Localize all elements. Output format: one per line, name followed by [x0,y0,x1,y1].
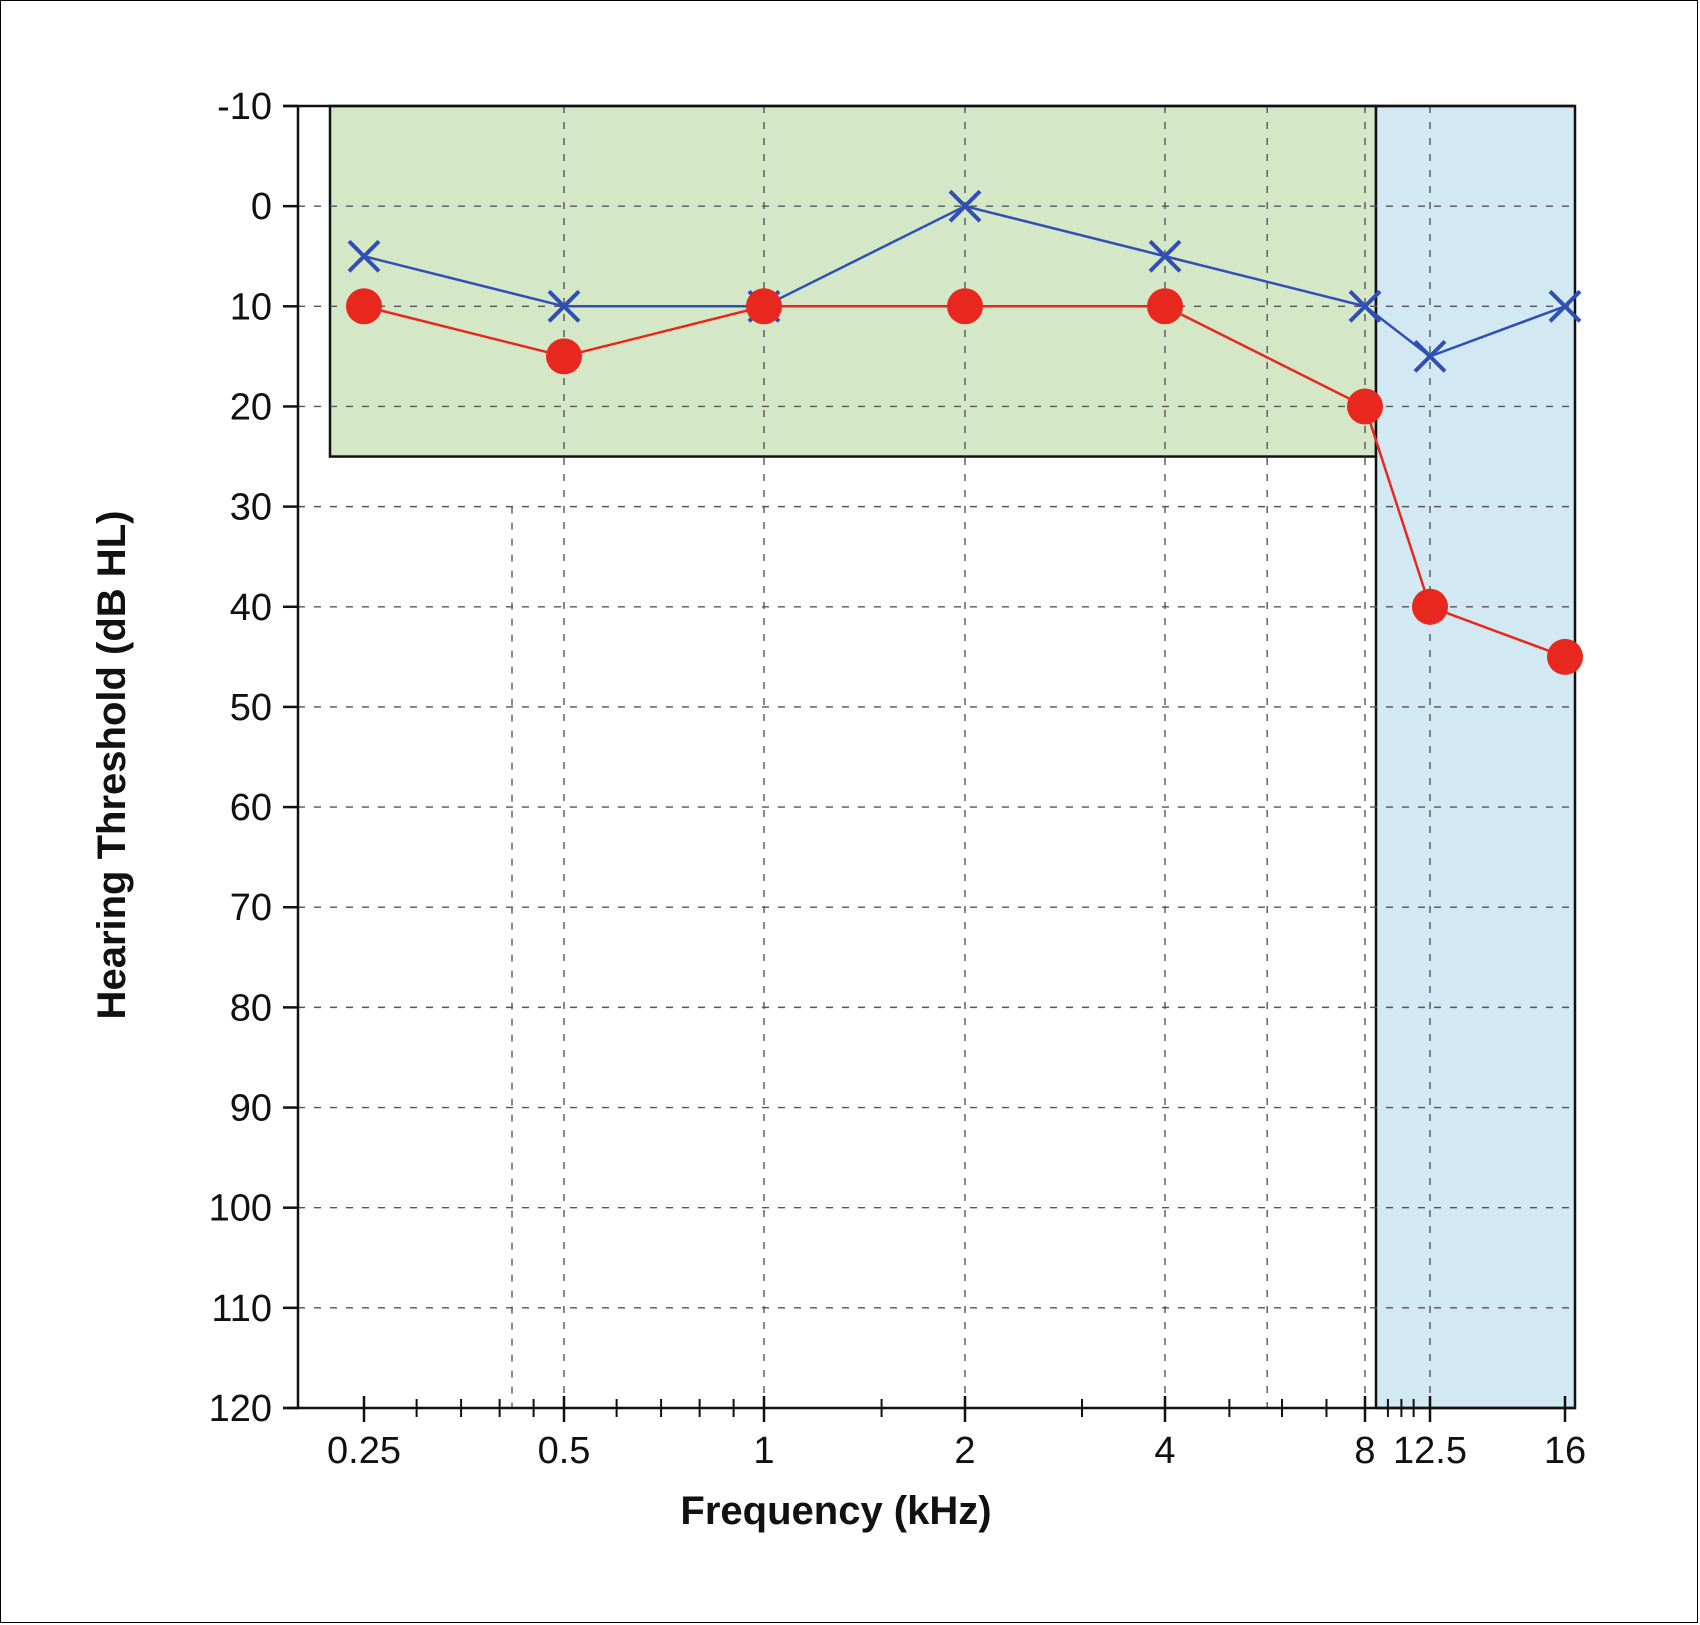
data-point-x [1348,289,1382,323]
y-tick-label: 60 [230,787,272,829]
x-tick-label: 8 [1354,1430,1375,1472]
y-tick-label: 30 [230,487,272,529]
x-axis-title: Frequency (kHz) [680,1489,991,1533]
x-marker-stroke [948,189,982,223]
y-tick-label: 50 [230,687,272,729]
shaded-region-1 [328,104,1378,458]
shaded-region-2 [1374,104,1577,1410]
x-tick-label: 0.5 [538,1430,591,1472]
data-point-circle [746,288,782,325]
data-point-x [1413,339,1447,373]
x-tick-label: 2 [954,1430,975,1472]
data-point-circle [947,288,983,325]
x-axis-ticks: 0.25 0.5 1 2 4 8 12.5 16 [327,1396,1586,1472]
data-point-circle [1147,288,1183,325]
x-tick-label: 4 [1154,1430,1175,1472]
y-tick-label: 100 [209,1188,272,1230]
series-line-2 [363,305,1566,659]
data-point-circle [1412,588,1448,625]
x-marker-stroke [1413,339,1447,373]
y-tick-label: 110 [211,1288,272,1330]
data-point-x [1148,239,1182,273]
data-point-x [948,189,982,223]
y-tick-label: 90 [230,1088,272,1130]
data-point-circle [346,288,382,325]
axes [283,104,1575,1410]
y-tick-label: 80 [230,987,272,1029]
data-point-circle [1547,638,1583,675]
x-tick-label: 0.25 [327,1430,401,1472]
x-tick-label: 12.5 [1393,1430,1467,1472]
data-point-x [347,239,381,273]
y-axis-title: Hearing Threshold (dB HL) [90,511,134,1020]
x-marker-stroke [347,239,381,273]
data-point-circle [1347,388,1383,425]
y-tick-label: 10 [230,286,272,328]
x-marker-stroke [1148,239,1182,273]
y-axis-ticks: -10 0 10 20 30 40 50 60 70 80 90 100 110 120 [209,86,298,1430]
y-tick-label: 0 [251,186,272,228]
data-series [346,189,1583,675]
data-point-circle [546,338,582,375]
grid-lines [298,106,1575,1408]
x-tick-label: 16 [1544,1430,1586,1472]
data-point-x [547,289,581,323]
y-tick-label: 40 [230,587,272,629]
y-tick-label: 20 [230,386,272,428]
y-tick-label: 70 [230,887,272,929]
y-tick-label: 120 [209,1388,272,1430]
x-marker-stroke [1548,289,1582,323]
x-marker-stroke [547,289,581,323]
data-point-x [1548,289,1582,323]
y-tick-label: -10 [217,86,272,128]
x-tick-label: 1 [753,1430,774,1472]
x-marker-stroke [1348,289,1382,323]
